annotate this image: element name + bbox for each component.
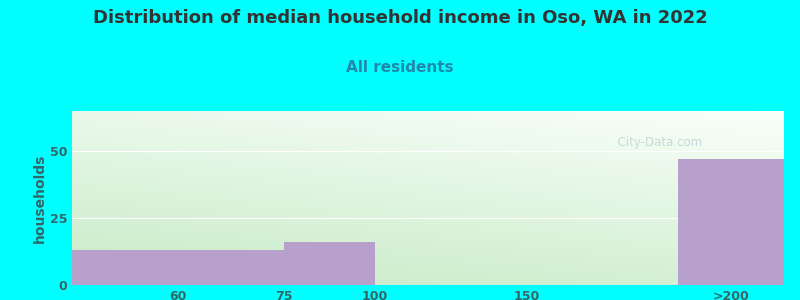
Y-axis label: households: households xyxy=(33,153,47,243)
Text: Distribution of median household income in Oso, WA in 2022: Distribution of median household income … xyxy=(93,9,707,27)
Text: All residents: All residents xyxy=(346,60,454,75)
Bar xyxy=(72,250,284,285)
Text: City-Data.com: City-Data.com xyxy=(610,136,702,149)
Bar xyxy=(678,159,784,285)
Bar xyxy=(284,242,375,285)
